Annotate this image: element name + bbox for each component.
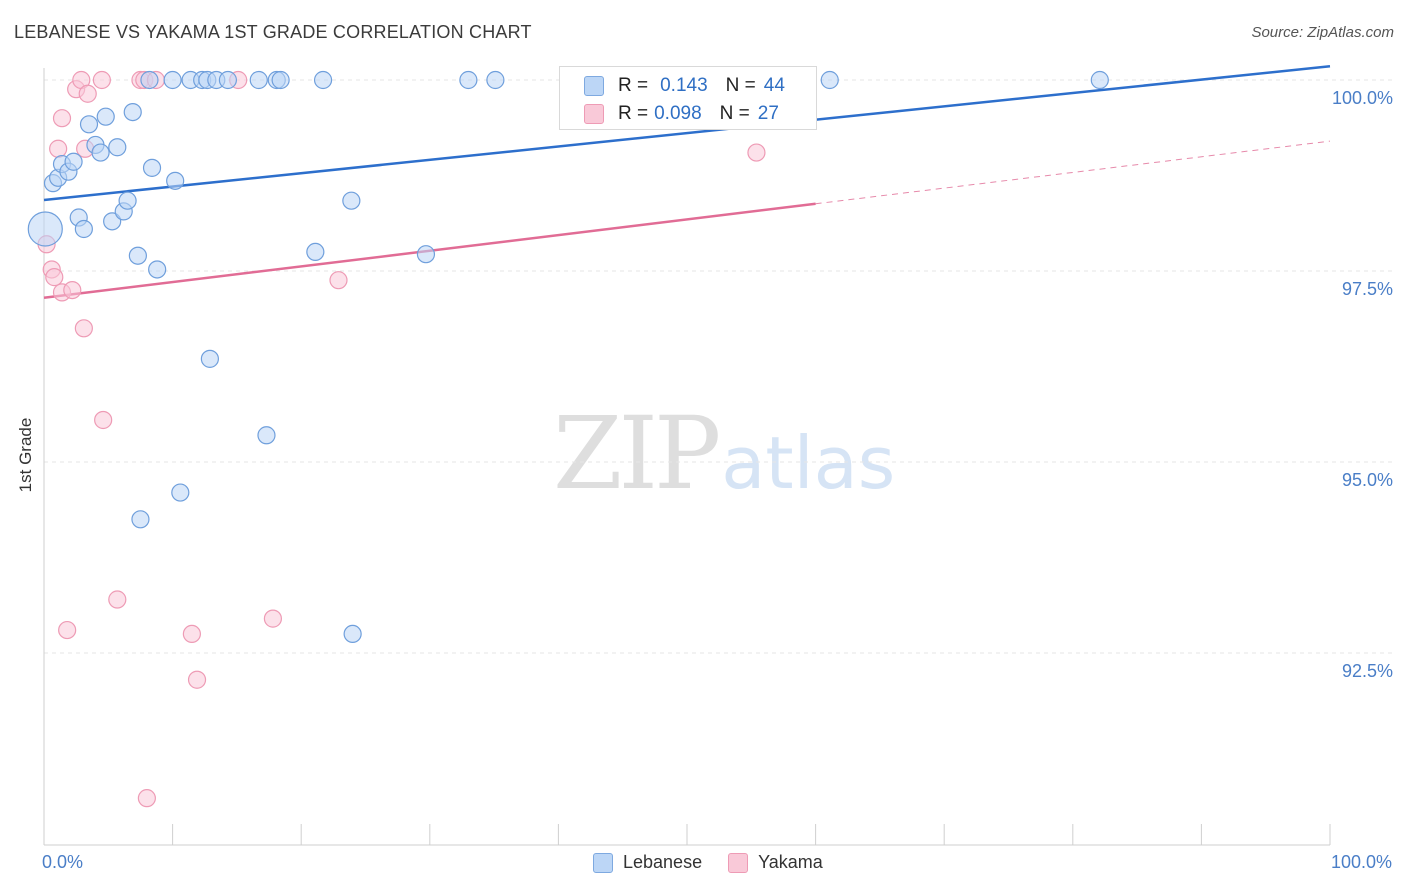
lebanese-point xyxy=(257,426,276,445)
lebanese-point xyxy=(148,260,167,279)
series-legend: Lebanese Yakama xyxy=(593,852,823,873)
lebanese-point xyxy=(96,107,115,126)
lebanese-point xyxy=(459,70,478,90)
lebanese-point xyxy=(131,510,150,529)
r-label: R = xyxy=(618,103,649,124)
lebanese-point xyxy=(142,158,162,177)
legend-label-lebanese: Lebanese xyxy=(623,852,703,872)
lebanese-point xyxy=(27,211,63,247)
lebanese-swatch xyxy=(593,852,613,873)
watermark-atlas: atlas xyxy=(721,421,896,505)
y-tick-label: 97.5% xyxy=(1342,279,1393,299)
yakama-point xyxy=(94,410,113,430)
stats-legend-box: R = 0.143 N = 44 R = 0.098 N = 27 xyxy=(559,66,817,130)
lebanese-point xyxy=(103,212,122,231)
lebanese-point xyxy=(140,70,159,90)
n-label: N = xyxy=(719,103,750,124)
lebanese-point xyxy=(166,171,185,190)
lebanese-point xyxy=(271,70,290,90)
lebanese-point xyxy=(91,143,110,162)
lebanese-point xyxy=(128,246,147,265)
yakama-swatch xyxy=(728,852,749,873)
lebanese-point xyxy=(200,349,219,368)
yakama-point xyxy=(63,281,82,300)
yakama-point xyxy=(108,590,127,609)
lebanese-swatch xyxy=(584,76,604,96)
legend-item-lebanese[interactable]: Lebanese xyxy=(593,852,702,873)
yakama-point xyxy=(45,268,64,287)
y-tick-label: 92.5% xyxy=(1342,661,1393,681)
y-axis-label: 1st Grade xyxy=(16,417,35,493)
lebanese-point xyxy=(123,102,142,122)
x-axis-max-label: 100.0% xyxy=(1330,852,1392,872)
n-value: 44 xyxy=(763,75,785,96)
yakama-swatch xyxy=(584,104,604,124)
lebanese-point xyxy=(118,191,137,210)
lebanese-point xyxy=(820,70,839,90)
watermark-zip: ZIP xyxy=(553,395,721,512)
y-tick-label: 100.0% xyxy=(1332,88,1393,108)
watermark: ZIPatlas xyxy=(553,395,895,512)
lebanese-point xyxy=(343,624,362,644)
n-label: N = xyxy=(725,75,756,96)
r-label: R = xyxy=(618,75,649,96)
lebanese-point xyxy=(171,483,190,502)
yakama-point xyxy=(92,70,111,90)
lebanese-point xyxy=(416,245,436,264)
y-tick-label: 95.0% xyxy=(1342,470,1393,490)
lebanese-point xyxy=(1090,70,1109,90)
stats-row-lebanese: R = 0.143 N = 44 xyxy=(584,73,785,99)
n-value: 27 xyxy=(757,103,779,124)
x-axis-min-label: 0.0% xyxy=(42,852,84,872)
yakama-point xyxy=(182,624,201,644)
lebanese-point xyxy=(74,219,93,239)
yakama-point xyxy=(137,789,156,808)
chart-title: LEBANESE VS YAKAMA 1ST GRADE CORRELATION… xyxy=(14,22,532,42)
lebanese-point xyxy=(313,70,333,90)
legend-label-yakama: Yakama xyxy=(758,852,823,872)
lebanese-point xyxy=(249,70,268,90)
lebanese-point xyxy=(218,70,237,90)
yakama-point xyxy=(329,271,348,290)
yakama-point xyxy=(74,319,93,338)
lebanese-point xyxy=(64,152,83,171)
legend-item-yakama[interactable]: Yakama xyxy=(728,852,823,873)
stats-row-yakama: R = 0.098 N = 27 xyxy=(584,101,779,127)
yakama-point xyxy=(49,139,68,158)
lebanese-point xyxy=(342,191,361,210)
lebanese-point xyxy=(79,115,99,134)
yakama-point xyxy=(263,609,283,628)
lebanese-point xyxy=(108,138,127,157)
yakama-point xyxy=(78,84,97,103)
source-credit: Source: ZipAtlas.com xyxy=(1251,24,1394,41)
yakama-point xyxy=(58,620,77,640)
yakama-point xyxy=(52,109,72,128)
yakama-point xyxy=(747,143,766,162)
yakama-trend-extension xyxy=(815,140,1331,205)
r-value: 0.143 xyxy=(660,75,708,96)
lebanese-point xyxy=(486,70,505,90)
lebanese-point xyxy=(163,70,182,90)
yakama-point xyxy=(187,670,207,689)
r-value: 0.098 xyxy=(654,103,702,124)
lebanese-point xyxy=(306,242,325,261)
lebanese-trend-line xyxy=(43,65,1331,202)
